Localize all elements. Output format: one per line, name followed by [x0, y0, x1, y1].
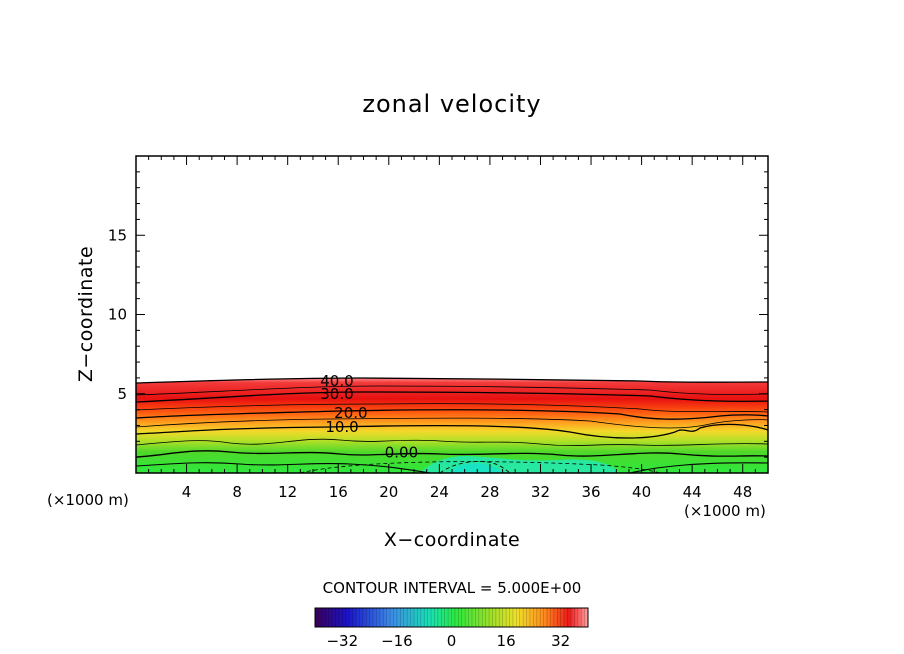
- plot-area: 40.030.020.010.0 0.00: [136, 372, 768, 473]
- contour-lines: [136, 377, 768, 473]
- contour-15: [136, 417, 768, 429]
- contour-0-lower: [136, 462, 431, 473]
- colorbar-tick-label: 0: [447, 632, 457, 650]
- y-tick-label: 5: [117, 385, 127, 403]
- contour-interval-text: CONTOUR INTERVAL = 5.000E+00: [323, 579, 582, 597]
- contour-40: [136, 377, 768, 384]
- x-tick-label: 4: [182, 483, 192, 501]
- contour-10: [136, 423, 768, 439]
- x-axis-label: X−coordinate: [384, 529, 520, 551]
- y-tick-label: 15: [108, 226, 127, 244]
- colorbar-tick-label: 16: [497, 632, 516, 650]
- contour-negative-10: [439, 461, 511, 473]
- x-tick-label: 28: [480, 483, 499, 501]
- y-axis-ticks: 5 10 15: [108, 155, 768, 474]
- x-unit-right: (×1000 m): [684, 502, 766, 520]
- colorbar-frame: [314, 607, 589, 628]
- contour-labels: 40.030.020.010.0 0.00: [320, 372, 418, 461]
- contour-0-right: [629, 462, 768, 473]
- contour-label: 0.00: [385, 443, 418, 461]
- x-tick-label: 20: [379, 483, 398, 501]
- x-tick-label: 32: [531, 483, 550, 501]
- x-tick-label: 40: [632, 483, 651, 501]
- contour-label: 30.0: [320, 385, 353, 403]
- contour-25: [136, 403, 768, 413]
- x-unit-left: (×1000 m): [47, 491, 129, 509]
- x-tick-label: 36: [581, 483, 600, 501]
- x-tick-label: 48: [733, 483, 752, 501]
- contour-0: [136, 450, 768, 458]
- contour-30: [136, 391, 768, 403]
- x-tick-label: 44: [683, 483, 702, 501]
- contour-20: [136, 409, 768, 420]
- x-tick-label: 12: [278, 483, 297, 501]
- contour-label: 40.0: [320, 372, 353, 390]
- chart-title: zonal velocity: [362, 90, 541, 118]
- x-tick-label: 24: [430, 483, 449, 501]
- contour-negative-5: [299, 461, 661, 473]
- contour-5: [136, 438, 768, 446]
- contour-label: 20.0: [334, 404, 367, 422]
- contour-35: [136, 385, 768, 396]
- colorbar-fill: [315, 608, 588, 627]
- y-tick-label: 10: [108, 306, 127, 324]
- contour-label: 10.0: [325, 418, 358, 436]
- colorbar: −32 −16 0 16 32: [314, 607, 589, 650]
- colorbar-ticks: −32 −16 0 16 32: [326, 632, 570, 650]
- colorbar-stripes: [318, 608, 585, 627]
- x-axis-ticks: 4 8 12 16 20 24 28 32 36 40 44 48: [135, 156, 769, 501]
- colorbar-tick-label: −32: [326, 632, 358, 650]
- x-tick-label: 16: [329, 483, 348, 501]
- x-tick-label: 8: [232, 483, 242, 501]
- y-axis-label: Z−coordinate: [75, 246, 97, 382]
- colorbar-tick-label: −16: [381, 632, 413, 650]
- colorbar-tick-label: 32: [551, 632, 570, 650]
